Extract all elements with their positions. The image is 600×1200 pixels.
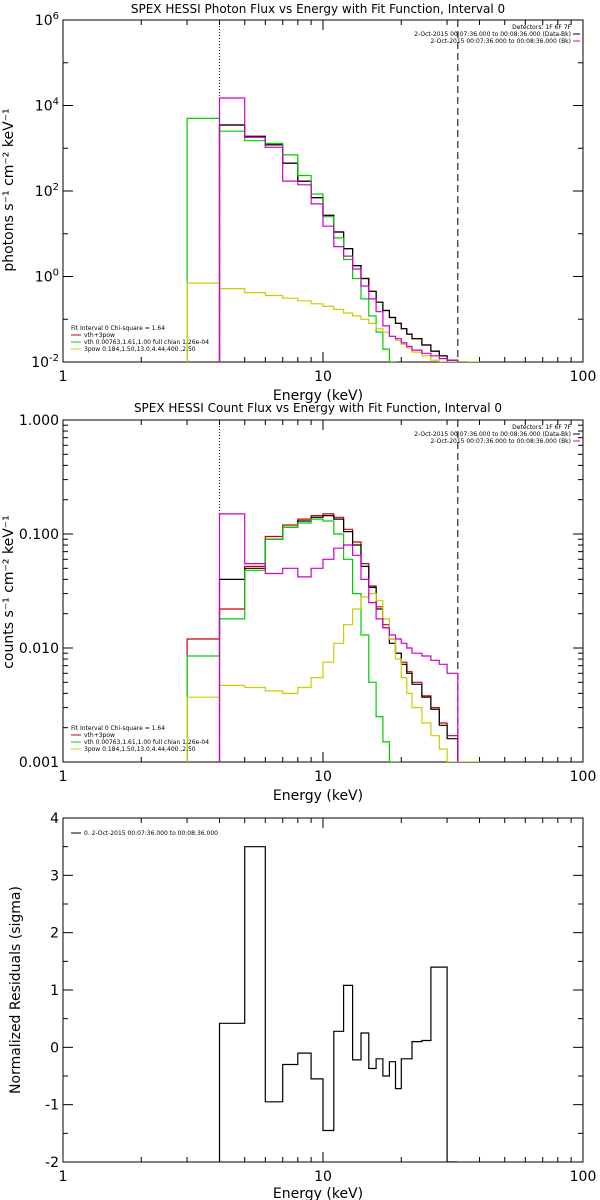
residuals-ytick-label: 4 <box>50 811 59 827</box>
count-flux-title: SPEX HESSI Count Flux vs Energy with Fit… <box>134 401 502 415</box>
photon-flux-legend-label: 3pow 0.184,1.50,13.0,4.44,400.,2.50 <box>84 346 196 353</box>
photon-flux-ytick-label: 106 <box>35 11 59 29</box>
photon-flux-xtick-label: 1 <box>59 369 68 385</box>
count-flux-legend-label: vth 0.00763,1.61,1.00 full chian 1.26e-0… <box>84 739 209 746</box>
photon-flux-xtick-label: 10 <box>314 369 332 385</box>
count-flux-ytick-label: 0.010 <box>19 641 59 657</box>
photon-flux-series-4 <box>218 97 459 362</box>
photon-flux-ylabel: photons s⁻¹ cm⁻² keV⁻¹ <box>1 108 17 271</box>
residuals-ytick-label: 2 <box>50 926 59 942</box>
residuals-ytick-label: 3 <box>50 868 59 884</box>
photon-flux-ytick-label: 102 <box>35 182 59 200</box>
residuals-xtick-label: 1 <box>59 1169 68 1185</box>
count-flux-ytick-label: 1.000 <box>19 413 59 429</box>
residuals-ytick-label: 1 <box>50 983 59 999</box>
count-flux-series-2 <box>186 518 402 762</box>
count-flux-series-group <box>186 513 480 762</box>
count-flux-header-text: 2-Oct-2015 00:07:36.000 to 00:08:36.000 … <box>414 431 571 438</box>
photon-flux-legend-title: Fit Interval 0 Chi-square = 1.64 <box>71 325 165 332</box>
count-flux-legend-label: 3pow 0.184,1.50,13.0,4.44,400.,2.50 <box>84 746 196 753</box>
photon-flux-title: SPEX HESSI Photon Flux vs Energy with Fi… <box>131 2 505 16</box>
count-flux-xtick-label: 100 <box>570 769 597 785</box>
count-flux-legend-title: Fit Interval 0 Chi-square = 1.64 <box>71 725 165 732</box>
photon-flux-header-text: 2-Oct-2015 00:07:36.000 to 00:08:36.000 … <box>414 31 571 38</box>
count-flux-xtick-label: 10 <box>314 769 332 785</box>
photon-flux-ytick-label: 104 <box>35 97 59 115</box>
count-flux-series-0 <box>186 513 459 762</box>
residuals-ytick-label: -2 <box>45 1155 59 1171</box>
count-flux-xtick-label: 1 <box>59 769 68 785</box>
photon-flux-series-3 <box>186 282 480 362</box>
residuals-xtick-label: 100 <box>570 1169 597 1185</box>
count-flux-header-text: Detectors: 1F 6F 7F <box>512 424 571 431</box>
residuals-ylabel: Normalized Residuals (sigma) <box>8 886 24 1094</box>
count-flux-ytick-label: 0.001 <box>19 755 59 771</box>
count-flux-legend-label: vth+3pow <box>84 732 115 739</box>
residuals-legend-label: 0. 2-Oct-2015 00:07:36.000 to 00:08:36.0… <box>84 830 218 837</box>
photon-flux-ytick-label: 10-2 <box>31 353 59 371</box>
photon-flux-legend-label: vth+3pow <box>84 332 115 339</box>
residuals-series-0 <box>218 846 458 1162</box>
count-flux-xlabel: Energy (keV) <box>273 788 363 804</box>
photon-flux-series-group <box>186 97 480 362</box>
photon-flux-header-text: Detectors: 1F 6F 7F <box>512 24 571 31</box>
count-flux-panel: SPEX HESSI Count Flux vs Energy with Fit… <box>1 401 596 804</box>
photon-flux-ytick-label: 100 <box>35 268 59 286</box>
count-flux-frame <box>62 419 584 763</box>
photon-flux-panel: SPEX HESSI Photon Flux vs Energy with Fi… <box>1 2 596 404</box>
residuals-series-group <box>218 846 458 1162</box>
photon-flux-xtick-label: 100 <box>570 369 597 385</box>
residuals-panel: Energy (keV) Normalized Residuals (sigma… <box>8 811 596 1200</box>
residuals-ytick-label: 0 <box>50 1040 59 1056</box>
count-flux-ylabel: counts s⁻¹ cm⁻² keV⁻¹ <box>1 515 17 669</box>
count-flux-ytick-label: 0.100 <box>19 527 59 543</box>
photon-flux-legend-label: vth 0.00763,1.61,1.00 full chian 1.26e-0… <box>84 339 209 346</box>
photon-flux-header-text: 2-Oct-2015 00:07:36.000 to 00:08:36.000 … <box>431 38 572 45</box>
residuals-xtick-label: 10 <box>314 1169 332 1185</box>
photon-flux-series-2 <box>186 117 396 362</box>
photon-flux-frame <box>62 19 584 363</box>
residuals-xlabel: Energy (keV) <box>273 1186 363 1200</box>
residuals-ytick-label: -1 <box>45 1098 59 1114</box>
count-flux-series-4 <box>218 513 459 762</box>
count-flux-series-1 <box>218 515 459 762</box>
count-flux-header-text: 2-Oct-2015 00:07:36.000 to 00:08:36.000 … <box>431 438 572 445</box>
photon-flux-xlabel: Energy (keV) <box>273 388 363 404</box>
